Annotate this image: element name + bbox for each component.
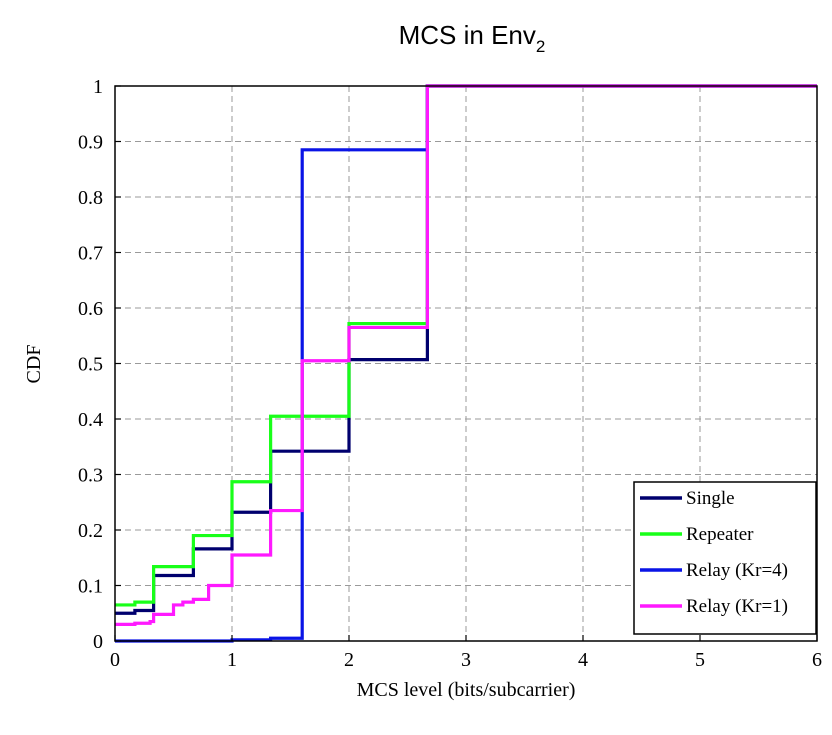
y-axis-label: CDF xyxy=(23,345,45,384)
x-tick-label: 1 xyxy=(227,649,237,671)
y-tick-label: 0.7 xyxy=(78,243,103,265)
x-tick-label: 0 xyxy=(110,649,120,671)
tick-layer: 0 1 2 3 4 5 6 0 0.1 0.2 0.3 0.4 0.5 0.6 0.7 0.8 0.9 1 xyxy=(78,76,822,671)
series-line-3 xyxy=(115,84,817,626)
legend-label: Relay (Kr=1) xyxy=(686,596,788,617)
y-tick-label: 1 xyxy=(93,76,103,98)
legend-box xyxy=(633,481,817,635)
y-tick-label: 0.8 xyxy=(78,187,103,209)
legend-label: Single xyxy=(686,488,735,509)
x-tick-label: 2 xyxy=(344,649,354,671)
x-tick-label: 4 xyxy=(578,649,588,671)
legend-label: Relay (Kr=4) xyxy=(686,560,788,581)
x-tick-label: 3 xyxy=(461,649,471,671)
y-tick-label: 0.3 xyxy=(78,465,103,487)
x-tick-label: 6 xyxy=(812,649,822,671)
chart-title-main: MCS in Env xyxy=(399,20,536,50)
legend-label: Repeater xyxy=(686,524,754,545)
y-tick-label: 0.9 xyxy=(78,132,103,154)
y-tick-label: 0.1 xyxy=(78,576,103,598)
series-line-1 xyxy=(115,84,817,607)
y-tick-label: 0.5 xyxy=(78,354,103,376)
y-tick-label: 0.6 xyxy=(78,298,103,320)
y-tick-label: 0.4 xyxy=(78,409,103,431)
y-tick-label: 0 xyxy=(93,631,103,653)
y-tick-label: 0.2 xyxy=(78,520,103,542)
legend: Single Repeater Relay (Kr=4) Relay (Kr=1) xyxy=(633,481,817,635)
chart-title-subscript: 2 xyxy=(536,37,545,56)
chart-title: MCS in Env2 xyxy=(399,20,546,56)
x-tick-label: 5 xyxy=(695,649,705,671)
x-axis-label: MCS level (bits/subcarrier) xyxy=(357,679,576,701)
